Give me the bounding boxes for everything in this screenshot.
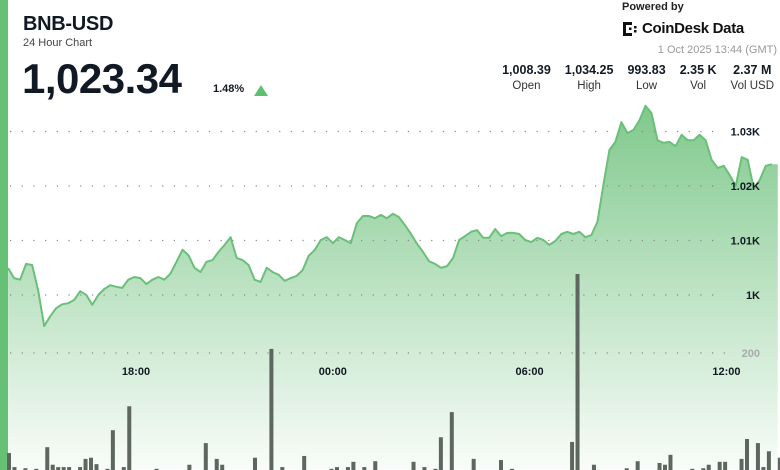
volume-bar — [105, 468, 110, 470]
volume-bar — [739, 458, 744, 470]
volume-bar — [745, 438, 749, 470]
volume-bar — [411, 461, 416, 470]
volume-bar — [509, 468, 514, 470]
stat-value: 1,034.25 — [564, 63, 614, 77]
volume-bar — [433, 468, 438, 470]
current-price: 1,023.34 — [22, 55, 182, 102]
y-tick-label: 1.02K — [731, 181, 760, 193]
coindesk-logo: CoinDesk Data — [622, 20, 744, 37]
volume-bar — [23, 468, 28, 470]
volume-bar — [83, 458, 88, 470]
chart-subtitle: 24 Hour Chart — [23, 37, 93, 49]
y-tick-label: 1.01K — [731, 236, 760, 248]
volume-bar — [154, 468, 159, 470]
y-tick-label: 1K — [746, 290, 760, 302]
stat-value: 2.37 M — [733, 63, 772, 77]
stat-open: 1,008.39 Open — [502, 63, 551, 92]
volume-bar — [351, 461, 356, 470]
stat-value: 1,008.39 — [502, 63, 551, 77]
x-tick-label: 18:00 — [122, 366, 150, 378]
volume-bar — [717, 461, 722, 470]
volume-bar — [329, 468, 334, 470]
symbol-title: BNB-USD — [23, 13, 114, 35]
up-triangle-icon — [254, 85, 268, 96]
stat-vol-usd: 2.37 M Vol USD — [731, 63, 774, 92]
volume-bar — [766, 451, 771, 470]
stat-high: 1,034.25 High — [565, 63, 614, 92]
volume-bar — [45, 447, 50, 470]
volume-bar — [203, 443, 208, 470]
timestamp: 1 Oct 2025 13:44 (GMT) — [657, 44, 777, 56]
volume-bar — [635, 461, 640, 470]
x-tick-label: 12:00 — [712, 366, 740, 378]
powered-by-label: Powered by — [622, 1, 684, 13]
volume-bar — [214, 458, 219, 470]
stat-value: 993.83 — [627, 63, 666, 77]
volume-bar — [67, 467, 72, 470]
volume-bar — [12, 467, 17, 470]
y-tick-label: 1.03K — [731, 127, 760, 139]
stat-label: Low — [636, 80, 658, 92]
volume-bar — [755, 443, 760, 470]
volume-bar — [110, 430, 115, 470]
volume-bar — [345, 467, 350, 470]
volume-bar — [269, 348, 274, 470]
volume-bar — [723, 461, 728, 470]
volume-bar — [777, 457, 780, 470]
volume-bar — [449, 412, 454, 470]
volume-bar — [761, 467, 766, 470]
volume-bar — [701, 468, 706, 470]
volume-bar — [575, 274, 580, 470]
volume-bar — [187, 464, 192, 470]
stat-label: Vol USD — [730, 80, 774, 92]
volume-bar — [220, 464, 225, 470]
volume-bar — [34, 468, 39, 470]
volume-bar — [690, 468, 695, 470]
volume-bar — [422, 467, 427, 470]
stat-vol: 2.35 K Vol — [680, 63, 717, 92]
stats-row: 1,008.39 Open 1,034.25 High 993.83 Low 2.35… — [488, 63, 774, 92]
volume-bar — [50, 464, 55, 470]
volume-bar — [657, 462, 662, 470]
volume-bar — [253, 457, 257, 470]
stat-label: Vol — [690, 80, 707, 92]
volume-bar — [570, 441, 575, 470]
stat-label: Open — [512, 80, 541, 92]
volume-bar — [373, 461, 378, 470]
volume-bar — [302, 455, 307, 470]
volume-bar — [121, 467, 126, 470]
volume-bar — [127, 406, 132, 470]
volume-bar — [61, 467, 66, 470]
stat-low: 993.83 Low — [627, 63, 665, 92]
stat-label: High — [577, 80, 601, 92]
volume-bar — [7, 453, 11, 470]
volume-bar — [706, 464, 711, 470]
price-area — [8, 105, 778, 470]
volume-bar — [56, 467, 61, 470]
volume-bar — [280, 467, 285, 470]
volume-bar — [438, 437, 443, 470]
accent-bar — [0, 0, 8, 470]
volume-bar — [78, 467, 83, 470]
volume-bar — [591, 464, 596, 470]
volume-bar — [335, 467, 339, 470]
volume-bar — [663, 464, 667, 470]
volume-bar — [668, 454, 673, 470]
volume-bar — [499, 460, 503, 470]
stat-value: 2.35 K — [679, 63, 717, 77]
volume-bar — [471, 458, 476, 470]
x-tick-label: 06:00 — [516, 366, 544, 378]
price-change: 1.48% — [213, 83, 245, 95]
volume-bar — [89, 457, 93, 470]
coindesk-mark-icon — [623, 21, 637, 36]
brand-name: CoinDesk Data — [642, 20, 744, 37]
volume-bar — [624, 468, 629, 470]
volume-tick-label: 200 — [742, 348, 760, 360]
volume-bar — [94, 464, 99, 470]
price-line — [7, 104, 773, 328]
volume-bar — [362, 467, 367, 470]
x-tick-label: 00:00 — [319, 366, 347, 378]
